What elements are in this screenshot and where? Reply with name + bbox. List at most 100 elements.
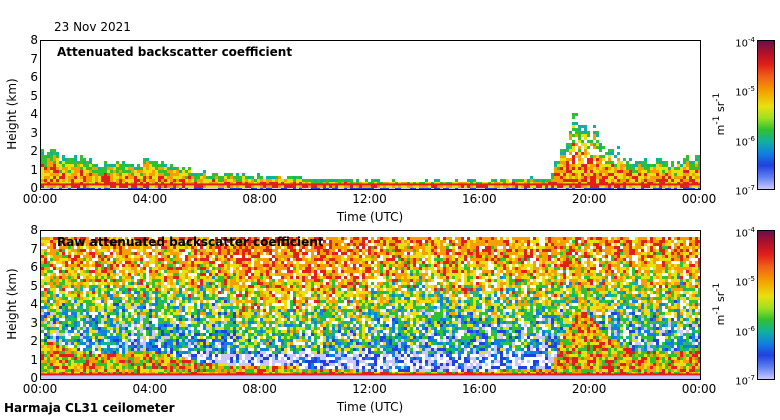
heatmap-cell — [122, 348, 125, 351]
heatmap-cell — [218, 333, 221, 336]
heatmap-cell — [119, 339, 122, 342]
heatmap-cell — [692, 176, 695, 179]
heatmap-cell — [41, 318, 44, 321]
heatmap-cell — [179, 366, 182, 369]
heatmap-cell — [50, 312, 53, 315]
heatmap-cell — [635, 176, 638, 179]
y-tick-label: 8 — [30, 33, 38, 47]
heatmap-cell — [176, 183, 179, 186]
heatmap-cell — [194, 249, 197, 252]
heatmap-cell — [89, 306, 92, 309]
heatmap-cell — [173, 294, 176, 297]
heatmap-cell — [170, 345, 173, 348]
heatmap-cell — [554, 188, 557, 189]
heatmap-cell — [143, 363, 146, 366]
heatmap-cell — [341, 179, 344, 182]
heatmap-cell — [98, 261, 101, 264]
heatmap-cell — [602, 179, 605, 182]
heatmap-cell — [50, 357, 53, 360]
heatmap-cell — [98, 270, 101, 273]
heatmap-cell — [230, 345, 233, 348]
heatmap-cell — [92, 164, 95, 167]
heatmap-cell — [362, 183, 365, 186]
heatmap-cell — [641, 173, 644, 176]
heatmap-cell — [86, 315, 89, 318]
heatmap-cell — [647, 188, 650, 189]
heatmap-cell — [482, 183, 485, 186]
heatmap-cell — [68, 342, 71, 345]
heatmap-cell — [206, 179, 209, 182]
heatmap-cell — [290, 183, 293, 186]
heatmap-cell — [89, 279, 92, 282]
heatmap-cell — [116, 188, 119, 189]
heatmap-cell — [347, 185, 350, 188]
heatmap-cell — [230, 363, 233, 366]
heatmap-cell — [107, 258, 110, 261]
heatmap-cell — [137, 312, 140, 315]
heatmap-cell — [215, 360, 218, 363]
heatmap-cell — [176, 243, 179, 246]
heatmap-cell — [119, 291, 122, 294]
heatmap-cell — [209, 255, 212, 258]
heatmap-cell — [83, 243, 86, 246]
heatmap-cell — [149, 179, 152, 182]
heatmap-cell — [176, 173, 179, 176]
heatmap-cell — [386, 185, 389, 188]
heatmap-cell — [188, 333, 191, 336]
heatmap-cell — [107, 240, 110, 243]
heatmap-cell — [95, 336, 98, 339]
heatmap-cell — [167, 312, 170, 315]
heatmap-cell — [530, 179, 533, 182]
heatmap-cell — [566, 146, 569, 149]
heatmap-cell — [221, 300, 224, 303]
heatmap-cell — [131, 246, 134, 249]
heatmap-cell — [98, 282, 101, 285]
heatmap-cell — [65, 357, 68, 360]
heatmap-cell — [53, 152, 56, 155]
heatmap-cell — [233, 297, 236, 300]
heatmap-cell — [140, 273, 143, 276]
heatmap-cell — [152, 330, 155, 333]
heatmap-cell — [554, 173, 557, 176]
heatmap-cell — [146, 315, 149, 318]
heatmap-cell — [230, 288, 233, 291]
heatmap-cell — [203, 185, 206, 188]
heatmap-cell — [164, 264, 167, 267]
colorbar-unit: m-1 sr-1 — [711, 92, 727, 136]
heatmap-cell — [113, 179, 116, 182]
y-tick-label: 7 — [30, 51, 38, 66]
heatmap-cell — [260, 378, 263, 379]
heatmap-cell — [281, 179, 284, 182]
heatmap-cell — [194, 312, 197, 315]
heatmap-cell — [266, 264, 269, 267]
heatmap-cell — [101, 167, 104, 170]
heatmap-cell — [86, 294, 89, 297]
heatmap-cell — [218, 264, 221, 267]
heatmap-cell — [590, 173, 593, 176]
heatmap-cell — [197, 173, 200, 176]
heatmap-cell — [101, 237, 104, 240]
heatmap-cell — [86, 164, 89, 167]
heatmap-cell — [200, 258, 203, 261]
heatmap-cell — [176, 315, 179, 318]
heatmap-cell — [137, 291, 140, 294]
heatmap-cell — [221, 285, 224, 288]
heatmap-cell — [107, 324, 110, 327]
heatmap-cell — [44, 345, 47, 348]
heatmap-cell — [182, 240, 185, 243]
heatmap-cell — [248, 267, 251, 270]
heatmap-cell — [137, 249, 140, 252]
heatmap-cell — [176, 360, 179, 363]
heatmap-cell — [53, 267, 56, 270]
heatmap-cell — [89, 176, 92, 179]
heatmap-cell — [77, 170, 80, 173]
colorbar-tick-label: 10-7 — [735, 184, 755, 198]
heatmap-cell — [161, 183, 164, 186]
heatmap-cell — [155, 297, 158, 300]
heatmap-cell — [215, 294, 218, 297]
heatmap-cell — [131, 261, 134, 264]
heatmap-cell — [224, 363, 227, 366]
heatmap-cell — [98, 276, 101, 279]
heatmap-cell — [233, 264, 236, 267]
heatmap-cell — [125, 342, 128, 345]
